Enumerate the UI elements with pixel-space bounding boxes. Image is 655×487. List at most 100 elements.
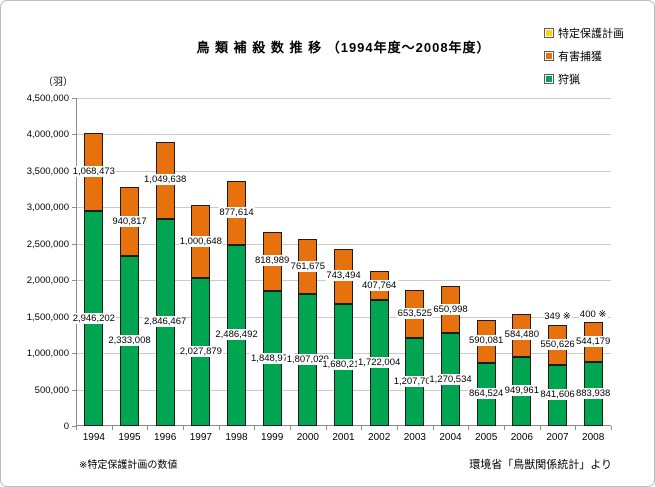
- x-axis-tick: [504, 426, 505, 430]
- bar-value-label: 2,486,492: [214, 329, 259, 341]
- bar-value-label: 1,068,473: [71, 166, 116, 178]
- bar-value-label: 940,817: [111, 215, 148, 227]
- footnote: ※特定保護計画の数値: [79, 460, 178, 471]
- bar-value-label: 761,675: [289, 260, 326, 272]
- x-axis-tick-label: 1996: [154, 432, 177, 443]
- legend-item-特定保護計画: 特定保護計画: [544, 25, 624, 41]
- x-axis-tick: [361, 426, 362, 430]
- bar-value-label: 584,480: [503, 329, 540, 341]
- bar-value-label: 407,764: [360, 279, 398, 291]
- y-axis-tick-label: 4,500,000: [26, 93, 69, 104]
- bar-value-label: 743,494: [325, 270, 362, 282]
- gridline: [76, 170, 611, 172]
- chart-title: 鳥 類 補 殺 数 推 移 （1994年度～2008年度）: [196, 40, 491, 55]
- x-axis-tick: [254, 426, 255, 430]
- x-axis-tick-label: 2001: [332, 432, 355, 443]
- bar-value-label: 1,680,217: [321, 358, 366, 370]
- bar-value-label: 883,938: [574, 387, 612, 399]
- y-axis-tick-label: 3,500,000: [26, 165, 69, 177]
- bar-value-label: 1,207,708: [392, 375, 437, 387]
- x-axis-tick: [397, 426, 398, 430]
- y-axis-tick-label: 500,000: [34, 384, 69, 396]
- y-axis-tick: [72, 207, 76, 209]
- x-axis-tick: [183, 426, 184, 430]
- bar-value-label: 2,846,467: [143, 316, 188, 328]
- bar-value-label: 841,606: [539, 389, 576, 401]
- y-axis-tick-label: 4,000,000: [26, 129, 69, 141]
- bar-value-label: 550,626: [539, 338, 576, 350]
- y-axis-tick-label: 2,500,000: [26, 238, 69, 250]
- legend-item-有害捕獲: 有害捕獲: [544, 48, 624, 64]
- plot-area: 2,946,202 1,068,473 2,333,008 940,817 2,846,…: [71, 98, 612, 430]
- x-axis-tick-label: 2003: [403, 432, 426, 443]
- legend: 特定保護計画 有害捕獲狩猟: [544, 25, 624, 87]
- y-axis-tick: [72, 426, 76, 427]
- legend-swatch-icon: [544, 28, 554, 38]
- legend-swatch-icon: [544, 74, 554, 84]
- x-axis-tick-label: 1998: [225, 432, 248, 443]
- legend-swatch-icon: [544, 51, 554, 61]
- x-axis-tick: [112, 426, 113, 430]
- gridline: [76, 243, 611, 245]
- x-axis-tick-label: 2007: [546, 432, 569, 443]
- x-axis-tick: [326, 426, 327, 430]
- bar-value-label: 2,027,879: [178, 346, 223, 358]
- x-axis-tick-label: 1994: [82, 432, 105, 443]
- y-axis-tick: [72, 280, 76, 282]
- x-axis-tick: [290, 426, 291, 430]
- bar-value-label: 1,807,029: [285, 354, 330, 366]
- y-axis-tick-label: 2,000,000: [26, 275, 69, 287]
- y-axis-tick: [72, 353, 76, 355]
- gridline: [76, 98, 611, 99]
- bar-value-label: 2,946,202: [71, 312, 116, 324]
- y-axis-line: [76, 98, 77, 426]
- bar-value-label: 653,525: [396, 308, 433, 320]
- y-axis-tick: [72, 243, 76, 245]
- gridline: [76, 207, 611, 209]
- x-axis-tick-label: 1995: [118, 432, 141, 443]
- y-axis-tick: [72, 389, 76, 391]
- bar-value-label: 1,000,648: [178, 235, 223, 247]
- x-axis-tick: [468, 426, 469, 430]
- y-axis-tick-label: 1,500,000: [26, 311, 69, 323]
- bar-value-label: 877,614: [218, 206, 255, 218]
- legend-label: 特定保護計画: [558, 28, 624, 40]
- bar-value-label: 349 ※: [543, 311, 572, 323]
- bar-value-label: 818,989: [253, 255, 291, 267]
- source-note: 環境省「鳥獣関係統計」より: [469, 459, 612, 471]
- y-axis-tick: [72, 98, 76, 99]
- x-axis-tick-label: 2004: [439, 432, 462, 443]
- x-axis-tick: [147, 426, 148, 430]
- bar-value-label: 1,270,534: [428, 373, 473, 385]
- bar-value-label: 1,049,638: [143, 174, 188, 186]
- bar-value-label: 544,179: [574, 335, 612, 347]
- x-axis-tick: [219, 426, 220, 430]
- bar-value-label: 1,848,977: [250, 352, 295, 364]
- y-axis-tick: [72, 134, 76, 136]
- x-axis-tick-label: 1999: [261, 432, 284, 443]
- x-axis-tick: [611, 426, 612, 430]
- x-axis-tick-label: 1997: [189, 432, 212, 443]
- x-axis-tick-label: 2005: [475, 432, 498, 443]
- bar-value-label: 650,998: [432, 303, 469, 315]
- bar-value-label: 590,081: [467, 335, 505, 347]
- x-axis-tick-label: 2006: [510, 432, 533, 443]
- bar-value-label: 1,722,004: [357, 357, 402, 369]
- legend-item-狩猟: 狩猟: [544, 71, 624, 87]
- bar-value-label: 864,524: [467, 388, 505, 400]
- y-axis-tick-label: 1,000,000: [26, 348, 69, 360]
- y-axis-tick-label: 0: [63, 421, 69, 432]
- bar-value-label: 949,961: [503, 385, 540, 397]
- x-axis-tick-label: 2000: [296, 432, 319, 443]
- bar-value-label: 2,333,008: [107, 334, 152, 346]
- y-axis-tick-label: 3,000,000: [26, 202, 69, 214]
- x-axis-tick-label: 2002: [368, 432, 391, 443]
- bar-value-label: 400 ※: [578, 308, 608, 320]
- legend-label: 有害捕獲: [558, 51, 602, 63]
- x-axis-tick: [76, 426, 77, 430]
- legend-label: 狩猟: [558, 74, 580, 86]
- x-axis-tick-label: 2008: [582, 432, 605, 443]
- x-axis-tick: [575, 426, 576, 430]
- y-axis-unit-label: （羽）: [43, 77, 73, 88]
- x-axis-tick: [433, 426, 434, 430]
